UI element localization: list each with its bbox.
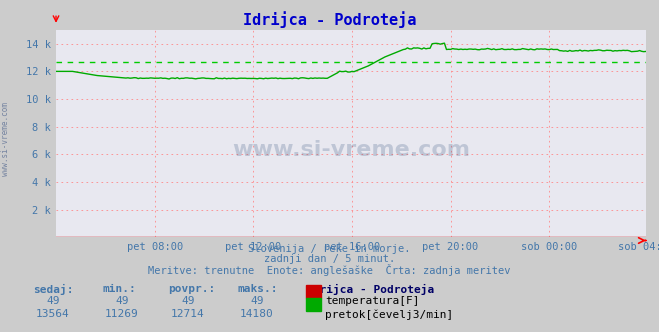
Text: min.:: min.: <box>102 284 136 294</box>
Text: zadnji dan / 5 minut.: zadnji dan / 5 minut. <box>264 254 395 264</box>
Text: 49: 49 <box>46 296 59 306</box>
Text: maks.:: maks.: <box>237 284 277 294</box>
Text: Idrijca - Podroteja: Idrijca - Podroteja <box>243 12 416 29</box>
Text: temperatura[F]: temperatura[F] <box>325 296 419 306</box>
Text: Slovenija / reke in morje.: Slovenija / reke in morje. <box>248 244 411 254</box>
Text: 49: 49 <box>181 296 194 306</box>
Text: 12714: 12714 <box>171 309 205 319</box>
Text: Idrijca - Podroteja: Idrijca - Podroteja <box>306 284 435 295</box>
Text: 49: 49 <box>115 296 129 306</box>
Text: 13564: 13564 <box>36 309 70 319</box>
Text: 49: 49 <box>250 296 264 306</box>
Text: pretok[čevelj3/min]: pretok[čevelj3/min] <box>325 309 453 320</box>
Text: www.si-vreme.com: www.si-vreme.com <box>232 140 470 160</box>
Text: www.si-vreme.com: www.si-vreme.com <box>1 103 10 176</box>
Text: 14180: 14180 <box>240 309 274 319</box>
Text: sedaj:: sedaj: <box>33 284 73 295</box>
Text: 11269: 11269 <box>105 309 139 319</box>
Text: povpr.:: povpr.: <box>168 284 215 294</box>
Text: Meritve: trenutne  Enote: anglešaške  Črta: zadnja meritev: Meritve: trenutne Enote: anglešaške Črta… <box>148 264 511 276</box>
